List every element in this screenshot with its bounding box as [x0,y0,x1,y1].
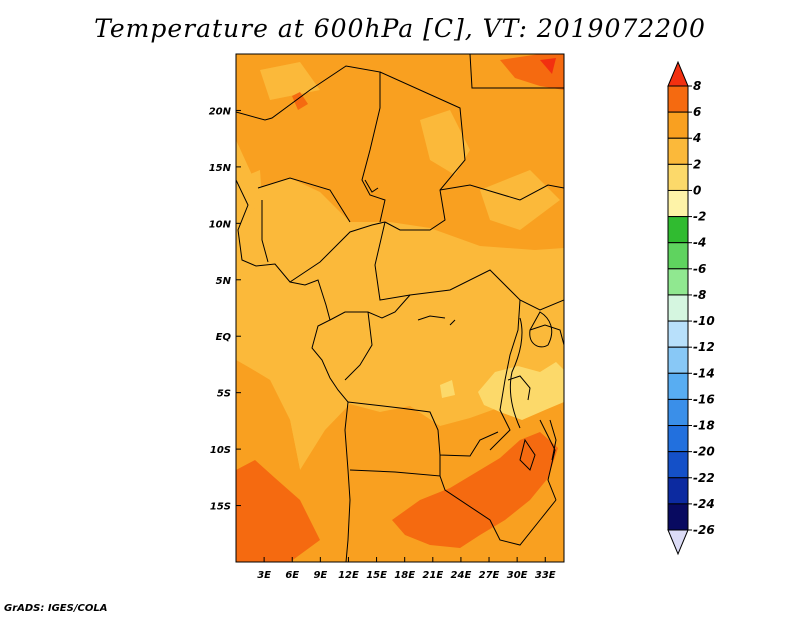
colorbar-swatch [667,320,689,348]
colorbar-swatch [667,503,689,531]
colorbar-label: -26 [693,523,715,537]
border-angola [347,401,499,457]
border-sahara [236,65,386,223]
x-tick-label: 18E [394,570,415,581]
colorbar-label: 2 [693,157,701,171]
border-niger-nigeria [257,177,351,223]
x-tick-label: 9E [313,570,327,581]
map-frame [235,53,565,563]
x-tick-label: 27E [479,570,500,581]
x-tick-label: 21E [422,570,443,581]
lake-kariba-area [519,438,536,471]
river-fragments [417,315,456,326]
x-tick-label: 3E [257,570,271,581]
field-4-to-6-southwest [236,460,320,562]
colorbar-label: -8 [693,288,706,302]
colorbar-label: 0 [693,183,701,197]
y-tick-label: 15S [210,502,231,513]
field-0-to-2-west [236,170,262,230]
colorbar-label: -18 [693,419,715,433]
colorbar-swatch [667,294,689,322]
colorbar-label: 8 [693,79,701,93]
border-malawi [539,419,557,501]
colorbar-label: -16 [693,392,715,406]
border-congo [329,294,411,321]
lake-chad [364,179,379,193]
colorbar-label: -4 [693,236,706,250]
colorbar-swatch [667,346,689,374]
colorbar-swatch [667,163,689,191]
colorbar-under-triangle [667,529,689,556]
grads-credit: GrADS: IGES/COLA [4,603,108,614]
border-uganda [529,324,564,346]
colorbar-swatch [667,372,689,400]
colorbar-swatch [667,189,689,218]
colorbar-label: 6 [693,105,701,119]
temperature-field [236,54,564,562]
colorbar-label: -14 [693,366,715,380]
x-tick-label: 30E [507,570,528,581]
colorbar-swatch [667,268,689,296]
border-drc-east [489,299,521,451]
map-axes: 3E 6E 9E 12E 15E 18E 21E 24E 27E 30E 33E 20N 15N 10N 5… [209,106,556,581]
y-tick-label: 5S [217,389,231,400]
colorbar-swatch [667,398,689,427]
colorbar-swatch [667,216,689,244]
colorbar-swatch [667,425,689,453]
country-borders [236,54,564,562]
x-tick-label: 33E [535,570,556,581]
field-4-to-6-nw [292,92,308,110]
y-tick-label: 10S [210,445,231,456]
colorbar-label: 4 [692,131,701,145]
y-tick-label: 15N [209,163,232,174]
lake-victoria [529,311,553,348]
colorbar-label: -10 [693,314,715,328]
colorbar-label: -12 [693,340,715,354]
x-tick-label: 15E [366,570,387,581]
colorbar-label: -22 [693,471,715,485]
colorbar-label: -2 [693,210,706,224]
colorbar-swatch [667,85,689,113]
border-car [374,221,564,311]
field-0-to-2-sahel [420,110,470,175]
colorbar-swatch [667,477,689,505]
coastline [236,179,351,562]
border-nigeria-cameroon [289,221,386,283]
field-minus2-to-0 [478,362,564,420]
chart-title: Temperature at 600hPa [C], VT: 201907220… [94,14,706,43]
border-egypt [469,54,564,89]
lake-malawi [549,419,557,461]
border-congo-south [344,311,373,381]
border-chad [379,71,466,231]
field-0-to-2-north [260,62,320,100]
y-tick-label: EQ [216,332,232,343]
x-tick-label: 24E [451,570,472,581]
colorbar-label: -20 [693,445,715,459]
border-rwanda [507,375,531,401]
y-tick-label: 5N [216,276,232,287]
colorbar-label: -24 [693,497,715,511]
y-tick-label: 10N [209,219,232,230]
border-sudan [439,184,564,201]
x-tick-label: 12E [338,570,359,581]
colorbar-over-triangle [667,60,689,87]
border-zambia-south [439,475,557,546]
colorbar-swatch [667,137,689,165]
border-benin [261,200,269,263]
colorbar-label: -6 [693,262,706,276]
x-tick-label: 6E [285,570,299,581]
border-angola-south [349,455,441,477]
colorbar-swatch [667,111,689,139]
colorbar-swatch [667,451,689,479]
y-tick-label: 20N [209,106,232,117]
field-6-to-8 [540,58,556,74]
colorbar-swatch [667,242,689,270]
field-minus2-to-0-small [440,380,455,398]
lake-tanganyika [509,317,523,429]
field-4-to-6-southeast [392,432,558,548]
